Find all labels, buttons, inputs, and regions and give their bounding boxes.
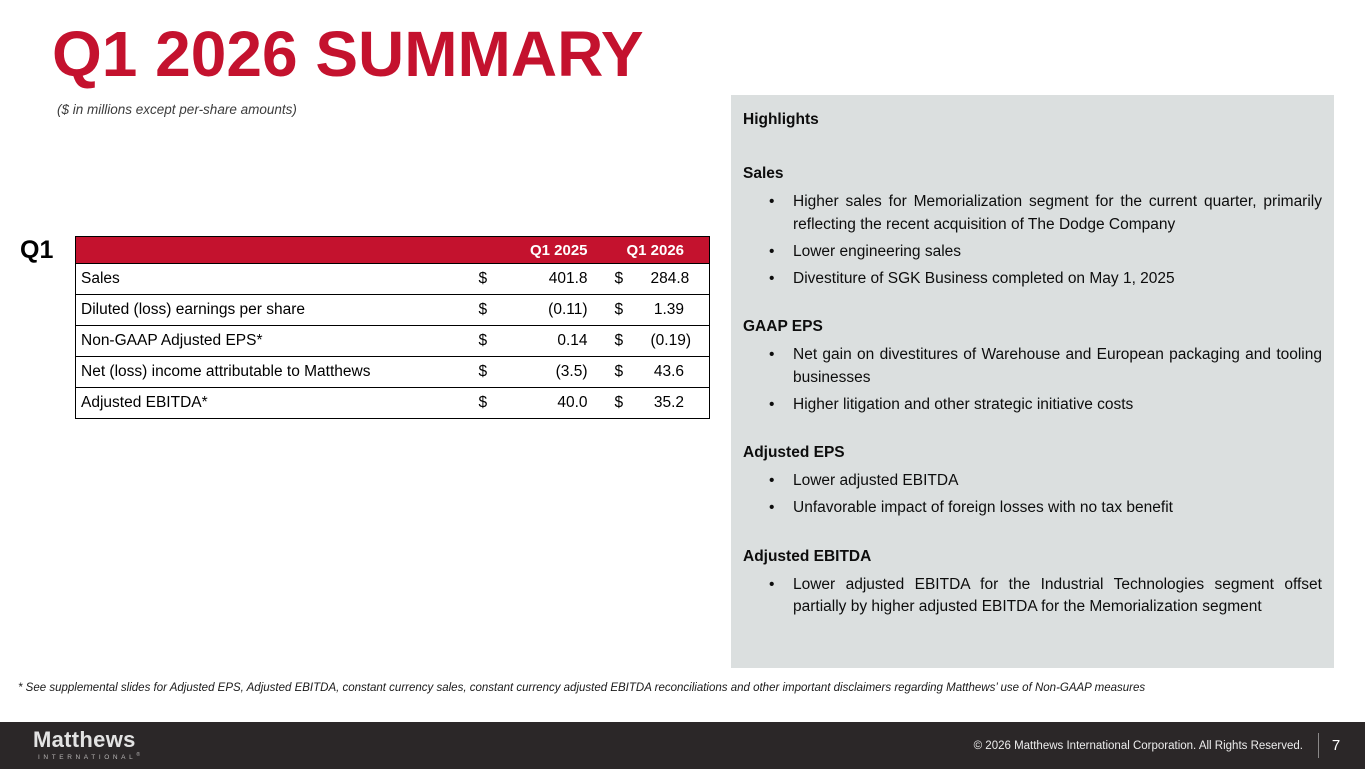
highlights-panel: Highlights Sales Higher sales for Memori… — [731, 95, 1334, 668]
currency-symbol: $ — [473, 294, 533, 326]
bullet-item: Lower engineering sales — [769, 241, 1322, 264]
section-heading: GAAP EPS — [743, 318, 823, 335]
highlights-section-adjusted-ebitda: Adjusted EBITDA Lower adjusted EBITDA fo… — [743, 547, 1322, 619]
row-label: Sales — [75, 263, 474, 295]
currency-symbol: $ — [473, 325, 533, 357]
value-q1-2026: 1.39 — [650, 294, 710, 326]
currency-symbol: $ — [473, 387, 533, 419]
column-header-q1-2026: Q1 2026 — [626, 241, 684, 259]
registered-mark-icon: ® — [136, 752, 141, 758]
currency-symbol: $ — [591, 294, 651, 326]
page-title: Q1 2026 SUMMARY — [52, 18, 644, 90]
table-row-adjusted-eps: Non-GAAP Adjusted EPS* $ 0.14 $ (0.19) — [75, 325, 710, 357]
currency-symbol: $ — [591, 263, 651, 295]
header-empty-cell — [76, 237, 474, 264]
financial-summary-table: Q1 2025 Q1 2026 Sales $ 401.8 $ 284.8 Di… — [75, 236, 710, 419]
value-q1-2025: (3.5) — [532, 356, 592, 388]
bullet-item: Higher litigation and other strategic in… — [769, 394, 1322, 417]
bullet-list: Lower adjusted EBITDA Unfavorable impact… — [743, 470, 1322, 520]
currency-symbol: $ — [591, 356, 651, 388]
table-row-adjusted-ebitda: Adjusted EBITDA* $ 40.0 $ 35.2 — [75, 387, 710, 419]
currency-symbol: $ — [473, 356, 533, 388]
currency-symbol: $ — [473, 263, 533, 295]
bullet-list: Higher sales for Memorialization segment… — [743, 191, 1322, 290]
bullet-item: Unfavorable impact of foreign losses wit… — [769, 497, 1322, 520]
bullet-item: Higher sales for Memorialization segment… — [769, 191, 1322, 236]
table-row-net-income: Net (loss) income attributable to Matthe… — [75, 356, 710, 388]
table-header-row: Q1 2025 Q1 2026 — [75, 236, 710, 264]
value-q1-2026: 43.6 — [650, 356, 710, 388]
highlights-section-gaap-eps: GAAP EPS Net gain on divestitures of War… — [743, 317, 1322, 416]
logo-tagline-text: INTERNATIONAL — [38, 754, 137, 762]
value-q1-2026: (0.19) — [650, 325, 710, 357]
highlights-section-sales: Sales Higher sales for Memorialization s… — [743, 164, 1322, 290]
row-label: Net (loss) income attributable to Matthe… — [75, 356, 474, 388]
footer-divider — [1318, 733, 1319, 758]
row-label: Non-GAAP Adjusted EPS* — [75, 325, 474, 357]
matthews-logo: Matthews INTERNATIONAL® — [33, 727, 140, 762]
bullet-item: Divestiture of SGK Business completed on… — [769, 268, 1322, 291]
value-q1-2025: 401.8 — [532, 263, 592, 295]
column-header-q1-2025: Q1 2025 — [529, 241, 588, 259]
section-heading: Adjusted EBITDA — [743, 547, 872, 565]
value-q1-2025: 0.14 — [532, 325, 592, 357]
bullet-list: Lower adjusted EBITDA for the Industrial… — [743, 574, 1322, 619]
slide-subtitle: ($ in millions except per-share amounts) — [57, 102, 297, 117]
copyright-text: © 2026 Matthews International Corporatio… — [973, 739, 1303, 752]
logo-wordmark: Matthews — [33, 727, 136, 752]
highlights-section-adjusted-eps: Adjusted EPS Lower adjusted EBITDA Unfav… — [743, 443, 1322, 520]
currency-symbol: $ — [591, 387, 651, 419]
value-q1-2025: 40.0 — [532, 387, 592, 419]
page-number: 7 — [1331, 737, 1341, 754]
section-heading: Adjusted EPS — [743, 444, 845, 461]
value-q1-2026: 35.2 — [650, 387, 710, 419]
currency-symbol: $ — [591, 325, 651, 357]
slide-footer: Matthews INTERNATIONAL® © 2026 Matthews … — [0, 722, 1365, 769]
bullet-list: Net gain on divestitures of Warehouse an… — [743, 344, 1322, 416]
quarter-label: Q1 — [20, 236, 54, 264]
bullet-item: Net gain on divestitures of Warehouse an… — [769, 344, 1322, 389]
row-label: Adjusted EBITDA* — [75, 387, 474, 419]
value-q1-2025: (0.11) — [532, 294, 592, 326]
table-row-diluted-eps: Diluted (loss) earnings per share $ (0.1… — [75, 294, 710, 326]
footnote: * See supplemental slides for Adjusted E… — [18, 682, 1146, 694]
bullet-item: Lower adjusted EBITDA — [769, 470, 1322, 493]
bullet-item: Lower adjusted EBITDA for the Industrial… — [769, 574, 1322, 619]
table-row-sales: Sales $ 401.8 $ 284.8 — [75, 263, 710, 295]
logo-tagline: INTERNATIONAL® — [33, 752, 140, 761]
row-label: Diluted (loss) earnings per share — [75, 294, 474, 326]
highlights-title: Highlights — [743, 111, 819, 128]
value-q1-2026: 284.8 — [650, 263, 710, 295]
section-heading: Sales — [743, 165, 784, 182]
